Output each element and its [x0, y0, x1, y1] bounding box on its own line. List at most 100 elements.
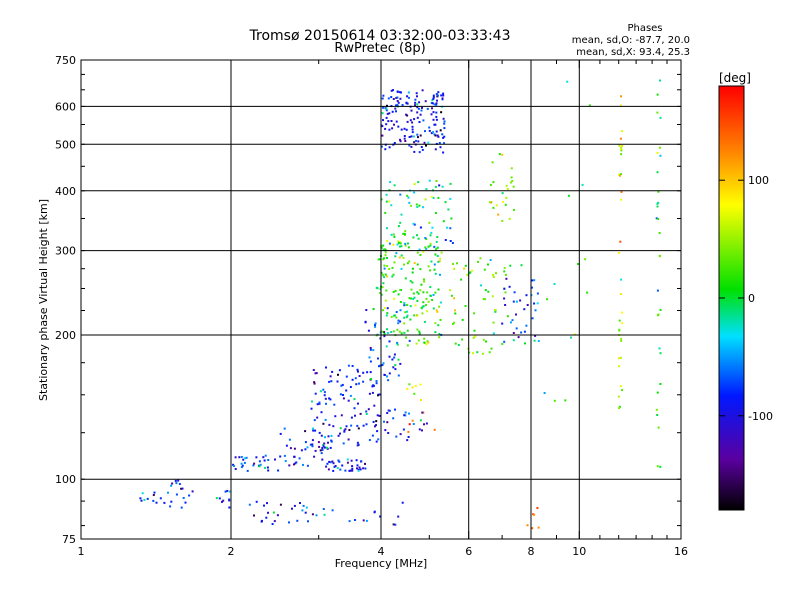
- data-point: [356, 464, 359, 467]
- data-point: [340, 384, 343, 387]
- data-point: [381, 112, 384, 115]
- data-point: [426, 340, 429, 343]
- data-point: [396, 328, 399, 331]
- data-point: [302, 463, 304, 466]
- data-point: [422, 291, 425, 294]
- data-point: [411, 267, 414, 270]
- data-point: [482, 298, 485, 300]
- data-point: [396, 104, 399, 107]
- data-point: [362, 380, 365, 383]
- colorbar-ticks: 100 0 -100: [719, 174, 773, 423]
- data-point: [584, 258, 587, 261]
- data-point: [656, 314, 659, 317]
- x-axis-label: Frequency [MHz]: [335, 557, 427, 570]
- data-point: [177, 479, 180, 482]
- data-point: [266, 466, 269, 469]
- data-point: [440, 94, 443, 97]
- data-point: [454, 342, 457, 345]
- data-point: [398, 91, 401, 94]
- data-point: [404, 140, 407, 142]
- data-point: [394, 255, 397, 258]
- data-point: [442, 220, 445, 223]
- data-point: [240, 462, 243, 465]
- data-point: [423, 337, 426, 340]
- data-point: [658, 255, 661, 258]
- data-point: [487, 263, 489, 266]
- data-point: [479, 257, 482, 260]
- data-point: [351, 467, 354, 470]
- data-point: [336, 380, 339, 383]
- data-point: [408, 260, 411, 263]
- data-point: [393, 356, 396, 359]
- data-point: [330, 434, 333, 437]
- data-point: [263, 504, 265, 507]
- data-point: [405, 336, 408, 339]
- data-point: [378, 258, 381, 261]
- data-point: [423, 341, 426, 344]
- data-point: [423, 278, 425, 281]
- data-point: [416, 299, 419, 302]
- data-point: [419, 254, 422, 256]
- data-point: [386, 112, 389, 115]
- data-point: [298, 457, 301, 460]
- data-point: [404, 277, 407, 280]
- data-point: [410, 109, 413, 112]
- data-point: [619, 137, 622, 140]
- data-point: [436, 99, 438, 102]
- data-point: [329, 375, 332, 378]
- data-point: [388, 242, 391, 245]
- data-point: [431, 299, 434, 301]
- data-point: [372, 308, 375, 310]
- data-point: [586, 291, 589, 294]
- data-point: [392, 243, 395, 246]
- data-point: [659, 383, 662, 385]
- data-point: [427, 300, 430, 303]
- data-point: [432, 118, 435, 121]
- data-point: [226, 489, 229, 492]
- data-point: [657, 201, 660, 204]
- data-point: [617, 251, 620, 254]
- data-point: [441, 133, 444, 136]
- data-point: [373, 404, 376, 407]
- data-point: [313, 455, 316, 458]
- data-point: [353, 407, 356, 410]
- data-point: [425, 247, 428, 250]
- data-point: [413, 150, 416, 153]
- data-point: [422, 305, 425, 308]
- data-point: [413, 262, 416, 264]
- data-point: [314, 372, 317, 375]
- data-point: [362, 519, 365, 522]
- data-point: [404, 242, 407, 245]
- data-point: [432, 131, 434, 134]
- data-point: [420, 399, 422, 401]
- data-point: [233, 465, 235, 467]
- data-point: [318, 401, 321, 404]
- data-point: [618, 328, 621, 331]
- data-point: [655, 217, 658, 220]
- data-point: [315, 372, 318, 375]
- data-point: [501, 342, 504, 345]
- data-point: [375, 286, 378, 289]
- data-point: [417, 136, 419, 139]
- data-point: [386, 421, 389, 424]
- data-point: [531, 286, 533, 289]
- data-point: [480, 284, 482, 287]
- data-point: [417, 339, 420, 342]
- data-point: [418, 204, 421, 207]
- data-point: [277, 469, 280, 472]
- data-point: [339, 432, 341, 435]
- data-point: [417, 107, 420, 110]
- data-point: [417, 237, 420, 240]
- data-point: [349, 394, 352, 397]
- data-point: [320, 411, 323, 414]
- data-point: [373, 511, 376, 514]
- data-point: [408, 423, 411, 426]
- data-point: [658, 347, 661, 350]
- data-point: [439, 146, 442, 149]
- data-point: [403, 302, 406, 304]
- data-point: [293, 455, 296, 458]
- data-point: [471, 269, 474, 272]
- data-point: [620, 339, 623, 342]
- data-point: [382, 248, 385, 251]
- data-point: [492, 274, 495, 276]
